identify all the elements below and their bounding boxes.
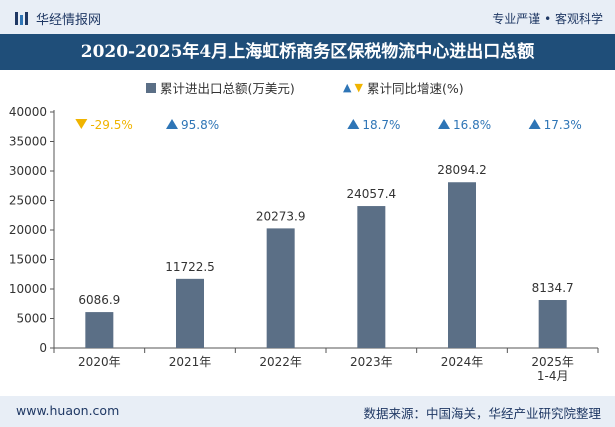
- header-bar: 华经情报网 专业严谨 • 客观科学: [0, 0, 615, 34]
- y-tick-label: 5000: [16, 312, 47, 326]
- legend-item-bars: 累计进出口总额(万美元): [146, 78, 295, 97]
- y-tick-label: 20000: [9, 223, 47, 237]
- growth-up-triangle-icon: [166, 119, 178, 129]
- bar-value-label: 28094.2: [437, 163, 487, 177]
- growth-down-triangle-icon: [75, 119, 88, 129]
- y-tick-label: 35000: [9, 135, 47, 149]
- legend-item-growth: ▲ ▼ 累计同比增速(%): [343, 78, 464, 97]
- growth-rate-label: 16.8%: [453, 118, 491, 132]
- legend-label-bars: 累计进出口总额(万美元): [160, 81, 295, 96]
- x-tick-label: 2025年: [531, 355, 574, 369]
- bar-value-label: 11722.5: [165, 260, 215, 274]
- bar-chart: 0 5000 10000 15000 20000 25000 30000 35000 40000…: [9, 105, 599, 383]
- growth-up-triangle-icon: [438, 119, 450, 129]
- growth-rate-label: 18.7%: [362, 118, 400, 132]
- legend-label-growth: 累计同比增速(%): [366, 81, 464, 96]
- x-tick-label: 2024年: [441, 355, 484, 369]
- bar-0: [85, 312, 114, 348]
- x-tick-label: 2020年: [78, 355, 121, 369]
- y-tick-label: 15000: [9, 253, 47, 267]
- x-tick-label: 2022年: [259, 355, 302, 369]
- brand-logo-icon: [15, 12, 28, 25]
- y-tick-label: 10000: [9, 282, 47, 296]
- y-tick-label: 40000: [9, 105, 47, 119]
- bar-2: [266, 228, 295, 348]
- bar-1: [176, 278, 204, 348]
- x-tick-label: 2023年: [350, 355, 393, 369]
- growth-rate-label: 95.8%: [181, 118, 219, 132]
- brand[interactable]: 华经情报网: [14, 9, 101, 28]
- bar-3: [357, 206, 386, 348]
- bar-value-label: 6086.9: [78, 293, 120, 307]
- bar-5: [538, 300, 567, 348]
- y-tick-label: 30000: [9, 164, 47, 178]
- x-tick-label: 2021年: [169, 355, 212, 369]
- legend-up-triangle-icon: ▲: [343, 81, 352, 94]
- bar-value-label: 20273.9: [256, 209, 306, 223]
- y-tick-label: 25000: [9, 194, 47, 208]
- growth-rate-label: 17.3%: [544, 118, 582, 132]
- footer-source: 数据来源：中国海关，华经产业研究院整理: [363, 406, 601, 421]
- growth-up-triangle-icon: [528, 119, 541, 129]
- y-tick-label: 0: [39, 341, 47, 355]
- growth-up-triangle-icon: [347, 119, 360, 129]
- legend-swatch-bar: [146, 82, 156, 93]
- tagline: 专业严谨 • 客观科学: [492, 12, 603, 26]
- bar-value-label: 8134.7: [532, 281, 574, 295]
- legend-down-triangle-icon: ▼: [354, 81, 363, 94]
- chart-legend: 累计进出口总额(万美元) ▲ ▼ 累计同比增速(%): [0, 78, 615, 96]
- footer-website-link[interactable]: www.huaon.com: [16, 403, 120, 418]
- bar-value-label: 24057.4: [347, 187, 397, 201]
- growth-rate-label: -29.5%: [90, 118, 132, 132]
- chart-title: 2020-2025年4月上海虹桥商务区保税物流中心进出口总额: [0, 34, 615, 70]
- bar-4: [448, 182, 476, 348]
- x-tick-label: 1-4月: [537, 369, 569, 383]
- brand-name: 华经情报网: [36, 13, 102, 28]
- footer-bar: www.huaon.com 数据来源：中国海关，华经产业研究院整理: [0, 396, 615, 427]
